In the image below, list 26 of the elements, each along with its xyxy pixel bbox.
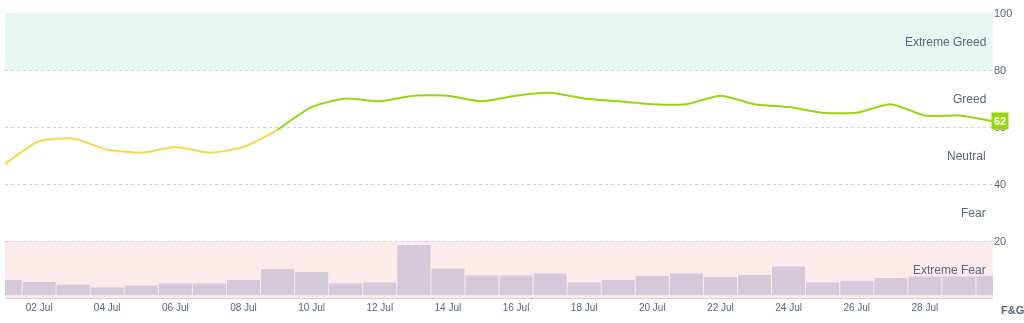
y-axis-title: F&G [1001,304,1024,316]
y-tick-label: 80 [994,63,1007,76]
x-tick-label: 22 Jul [707,302,734,313]
band-label: Extreme Greed [905,35,987,49]
x-tick-label: 26 Jul [843,302,871,313]
x-tick-label: 06 Jul [162,302,189,313]
x-tick-label: 18 Jul [570,302,598,313]
x-tick-label: 16 Jul [502,302,530,313]
data-label: 62 [994,115,1007,127]
x-tick-label: 14 Jul [434,302,462,313]
x-tick-label: 28 Jul [911,302,939,313]
x-tick-label: 08 Jul [230,302,257,313]
x-tick-label: 02 Jul [25,302,53,313]
x-tick-label: 24 Jul [775,302,802,313]
x-tick-label: 20 Jul [638,302,666,313]
annotation: Fear [961,206,986,220]
line-series [5,128,279,166]
y-tick-label: 40 [994,177,1007,190]
y-tick-label: 100 [994,6,1013,19]
x-tick-label: 04 Jul [93,302,121,313]
x-tick-label: 10 Jul [298,302,325,313]
band-label: Extreme Fear [913,263,986,277]
x-tick-label: 12 Jul [366,302,394,313]
annotation: Greed [953,92,987,106]
y-tick-label: 20 [994,234,1007,247]
annotation: Neutral [947,149,986,163]
